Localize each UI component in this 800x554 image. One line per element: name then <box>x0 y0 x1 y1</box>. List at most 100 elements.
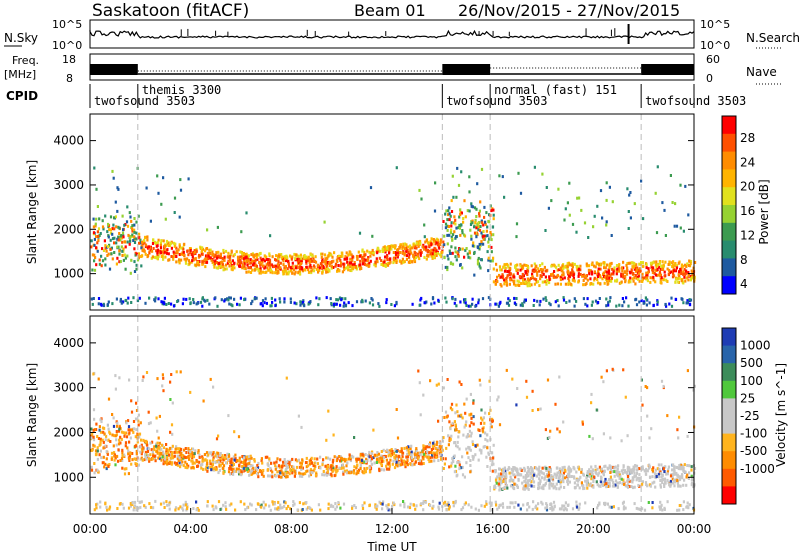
range-cell <box>548 480 551 484</box>
range-cell <box>499 300 502 304</box>
nave-tick-bottom: 0 <box>706 72 713 85</box>
range-cell <box>309 469 312 473</box>
range-cell <box>333 455 336 459</box>
range-cell <box>265 263 268 267</box>
range-cell <box>107 252 110 256</box>
colorbar-swatch <box>722 133 736 153</box>
range-cell <box>156 449 159 453</box>
range-cell <box>340 298 343 302</box>
range-cell <box>610 234 613 237</box>
range-cell <box>215 460 218 464</box>
range-cell <box>171 401 174 405</box>
range-cell <box>176 454 179 458</box>
range-cell <box>90 239 93 243</box>
range-cell <box>201 260 204 264</box>
range-cell <box>602 275 606 278</box>
range-cell <box>368 466 371 470</box>
range-cell <box>663 477 667 481</box>
range-cell <box>326 470 329 473</box>
range-cell <box>252 263 255 267</box>
range-cell <box>197 449 200 453</box>
range-cell <box>276 457 279 461</box>
range-cell <box>206 500 209 504</box>
range-cell <box>326 456 330 460</box>
range-cell <box>548 478 551 482</box>
range-cell <box>417 454 420 458</box>
range-cell <box>122 228 125 232</box>
range-cell <box>301 266 304 270</box>
range-cell <box>444 212 447 216</box>
range-cell <box>592 225 595 229</box>
y-tick-label: 3000 <box>53 178 84 192</box>
range-cell <box>311 268 314 272</box>
range-cell <box>226 452 229 456</box>
range-cell <box>674 472 677 476</box>
range-cell <box>568 275 571 279</box>
range-cell <box>243 298 246 302</box>
range-cell <box>96 205 99 208</box>
range-cell <box>133 241 137 244</box>
range-cell <box>668 262 672 266</box>
range-cell <box>334 262 338 266</box>
range-cell <box>159 243 162 247</box>
range-cell <box>548 278 551 281</box>
range-cell <box>249 502 252 506</box>
range-cell <box>334 467 337 471</box>
range-cell <box>355 300 359 304</box>
range-cell <box>386 258 389 262</box>
range-cell <box>219 266 222 269</box>
range-cell <box>450 199 453 203</box>
range-cell <box>565 508 568 512</box>
range-cell <box>453 221 456 225</box>
range-cell <box>632 486 635 490</box>
range-cell <box>296 459 299 463</box>
range-cell <box>368 261 371 265</box>
range-cell <box>482 230 485 233</box>
range-cell <box>501 502 504 506</box>
range-cell <box>380 263 383 266</box>
range-cell <box>277 475 281 479</box>
range-cell <box>568 213 571 217</box>
range-cell <box>128 457 131 461</box>
range-cell <box>659 500 662 504</box>
range-cell <box>640 276 644 280</box>
range-cell <box>325 467 328 471</box>
range-cell <box>156 447 159 451</box>
range-cell <box>647 501 650 504</box>
range-cell <box>669 474 673 478</box>
range-cell <box>209 256 212 260</box>
range-cell <box>684 263 687 267</box>
range-cell <box>630 268 633 272</box>
range-cell <box>184 456 187 460</box>
range-cell <box>452 233 455 237</box>
range-cell <box>308 265 311 269</box>
range-cell <box>454 236 457 240</box>
range-cell <box>409 244 412 248</box>
range-cell <box>283 504 286 508</box>
range-cell <box>359 463 362 467</box>
range-cell <box>153 448 156 452</box>
range-cell <box>283 461 286 465</box>
range-cell <box>165 459 168 463</box>
range-cell <box>163 250 166 254</box>
range-cell <box>538 284 541 288</box>
range-cell <box>332 433 335 437</box>
range-cell <box>554 485 557 489</box>
range-cell <box>223 456 226 459</box>
range-cell <box>497 395 500 399</box>
range-cell <box>586 486 589 490</box>
colorbar-swatch <box>722 258 736 277</box>
range-cell <box>498 477 501 481</box>
range-cell <box>473 225 476 229</box>
range-cell <box>500 481 503 485</box>
range-cell <box>205 451 209 455</box>
range-cell <box>677 484 680 488</box>
range-cell <box>217 262 221 265</box>
range-cell <box>436 251 439 255</box>
range-cell <box>176 463 179 467</box>
range-cell <box>128 431 131 435</box>
range-cell <box>300 462 303 466</box>
range-cell <box>548 301 551 305</box>
range-cell <box>638 476 641 480</box>
range-cell <box>414 245 417 249</box>
